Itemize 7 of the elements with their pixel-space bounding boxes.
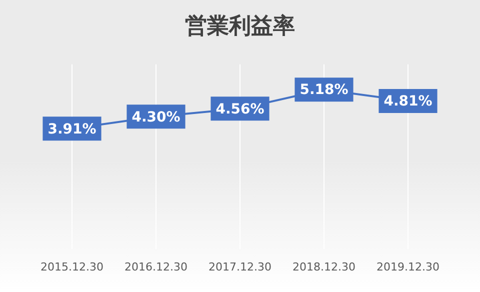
data-label: 3.91% bbox=[48, 121, 96, 138]
chart-title: 営業利益率 bbox=[185, 12, 295, 39]
x-tick-label: 2015.12.30 bbox=[40, 260, 104, 274]
x-tick-label: 2016.12.30 bbox=[124, 260, 188, 274]
x-tick-label: 2018.12.30 bbox=[292, 260, 356, 274]
x-tick-label: 2019.12.30 bbox=[376, 260, 440, 274]
x-tick-label: 2017.12.30 bbox=[208, 260, 272, 274]
